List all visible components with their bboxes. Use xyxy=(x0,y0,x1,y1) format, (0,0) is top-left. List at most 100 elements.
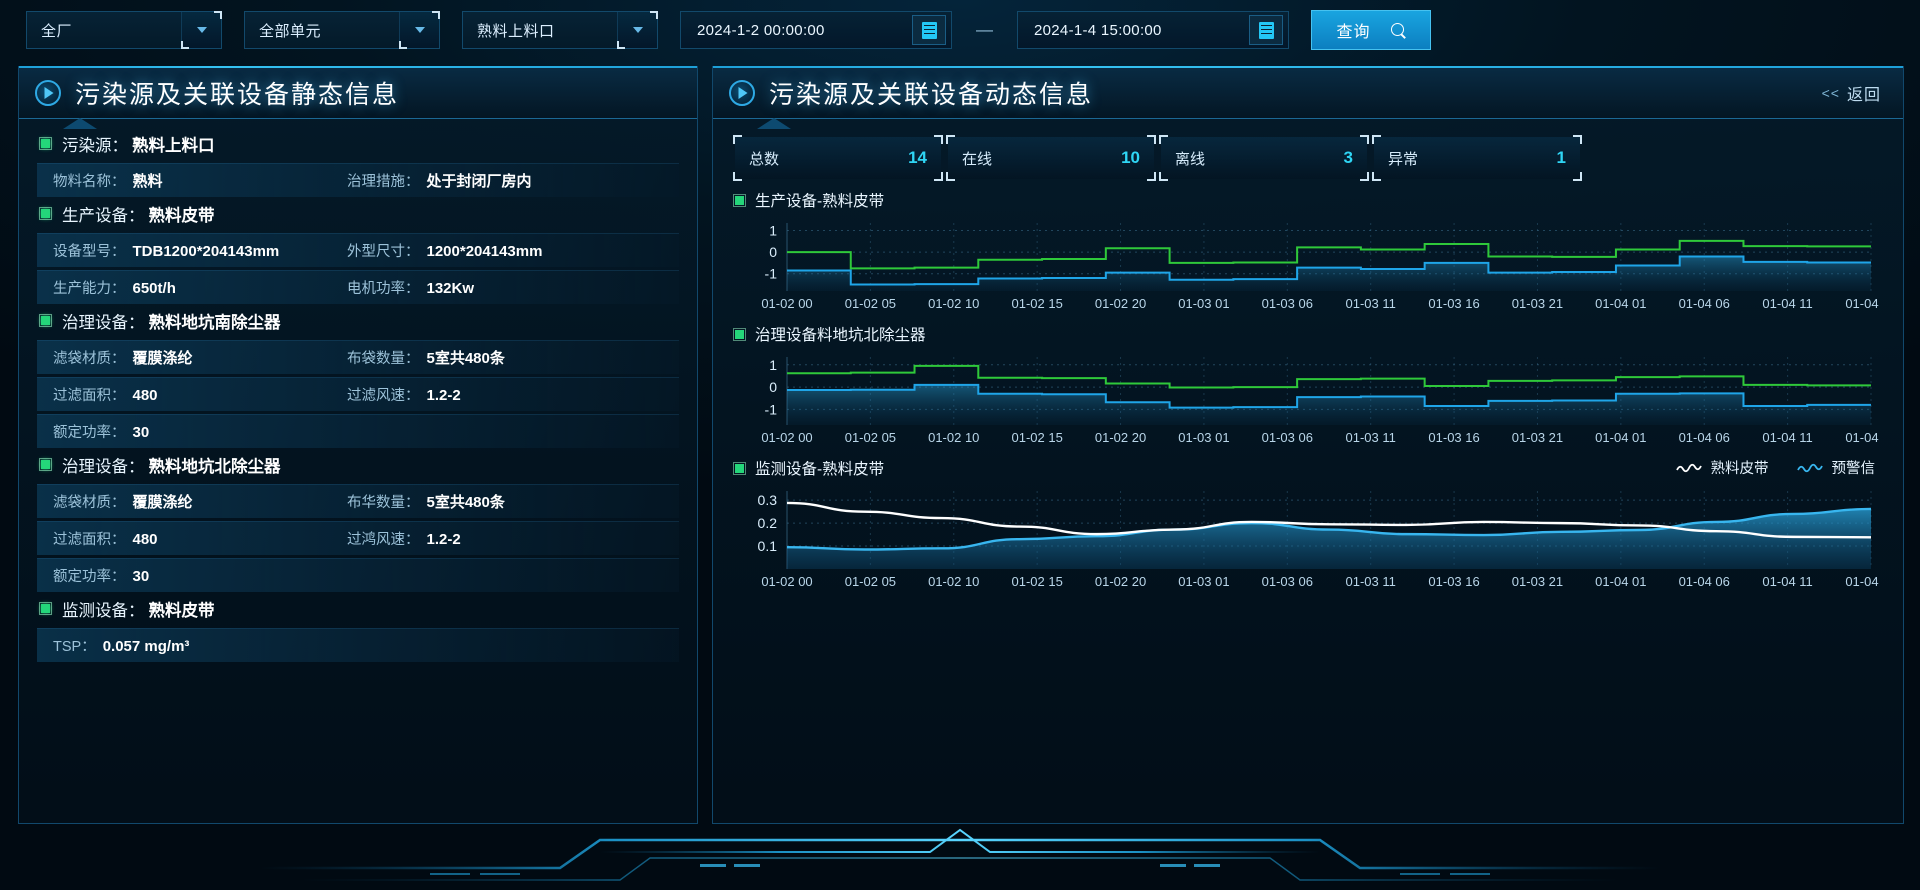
chart-legend: 熟料皮带 预警信 xyxy=(1675,457,1875,478)
green-square-icon xyxy=(733,327,746,341)
info-value: 1.2-2 xyxy=(426,387,461,404)
svg-text:01-03 21: 01-03 21 xyxy=(1512,574,1563,589)
header-chevron-decor xyxy=(63,118,97,129)
chart-title: 生产设备-熟料皮带 xyxy=(733,187,1881,213)
green-square-icon xyxy=(39,602,52,615)
svg-text:0.3: 0.3 xyxy=(758,492,778,508)
unit-select[interactable]: 全部单元 xyxy=(244,11,440,49)
info-value: 熟料 xyxy=(132,173,163,190)
svg-text:01-02 20: 01-02 20 xyxy=(1095,430,1146,445)
chart-canvas[interactable]: 0.3 0.2 0.1 01-02 00 01-02 05 01-02 10 01-02 1… xyxy=(735,481,1883,591)
source-select-value: 熟料上料口 xyxy=(477,22,555,40)
double-chevron-left-icon: << xyxy=(1821,84,1840,101)
status-card-label: 离线 xyxy=(1175,150,1206,168)
green-square-icon xyxy=(39,314,52,327)
static-group-name: 熟料皮带 xyxy=(148,601,215,620)
info-key: 设备型号： xyxy=(53,244,126,260)
svg-text:01-04 06: 01-04 06 xyxy=(1679,296,1730,311)
legend-item[interactable]: 预警信 xyxy=(1796,457,1875,478)
svg-text:0.1: 0.1 xyxy=(758,538,778,554)
chart-title-label: 监测设备-熟料皮带 xyxy=(755,461,885,478)
legend-item[interactable]: 熟料皮带 xyxy=(1675,457,1769,478)
info-row: 生产能力： 650t/h 电机功率： 132Kw xyxy=(37,270,679,304)
svg-text:01-02 15: 01-02 15 xyxy=(1011,296,1062,311)
static-group-label: 污染源： xyxy=(62,136,128,155)
status-card-label: 在线 xyxy=(962,150,993,168)
svg-text:01-04 01: 01-04 01 xyxy=(1595,430,1646,445)
info-value: TDB1200*204143mm xyxy=(132,243,280,260)
chart-title: 监测设备-熟料皮带 xyxy=(733,455,1881,481)
plant-select[interactable]: 全厂 xyxy=(26,11,222,49)
legend-label: 熟料皮带 xyxy=(1710,461,1769,477)
source-select[interactable]: 熟料上料口 xyxy=(462,11,658,49)
status-card-value: 10 xyxy=(1121,148,1140,167)
info-cell: 滤袋材质： 覆膜涤纶 xyxy=(37,491,347,512)
svg-text:-1: -1 xyxy=(765,401,778,417)
svg-text:01-03 06: 01-03 06 xyxy=(1262,574,1313,589)
info-row: 滤袋材质： 覆膜涤纶 布华数量： 5室共480条 xyxy=(37,484,679,518)
svg-text:01-03 21: 01-03 21 xyxy=(1512,430,1563,445)
status-card-label: 总数 xyxy=(749,150,780,168)
svg-text:01-02 00: 01-02 00 xyxy=(761,574,812,589)
svg-text:01-04 01: 01-04 01 xyxy=(1595,296,1646,311)
chevron-down-icon[interactable] xyxy=(399,11,440,49)
status-card-value: 14 xyxy=(908,148,927,167)
svg-text:0: 0 xyxy=(769,244,777,260)
svg-text:01-02 00: 01-02 00 xyxy=(761,430,812,445)
info-value: 132Kw xyxy=(426,280,475,297)
info-value: 30 xyxy=(132,424,150,441)
back-button[interactable]: << 返回 xyxy=(1822,81,1881,105)
status-summary-cards: 总数 14 在线 10 离线 3 异常 1 xyxy=(713,119,1903,181)
svg-text:01-04 11: 01-04 11 xyxy=(1762,296,1812,311)
chart-canvas[interactable]: 1 0 -1 01-02 00 01-02 05 01-02 10 01-02 15 01-0… xyxy=(735,213,1883,313)
static-group-name: 熟料地坑北除尘器 xyxy=(148,457,281,476)
info-value: 处于封闭厂房内 xyxy=(426,173,532,190)
back-button-label: 返回 xyxy=(1846,86,1881,104)
info-cell: TSP： 0.057 mg/m³ xyxy=(37,635,347,656)
static-group-header: 治理设备： 熟料地坑南除尘器 xyxy=(19,304,697,337)
status-card[interactable]: 异常 1 xyxy=(1372,135,1582,181)
info-key: 额定功率： xyxy=(53,569,126,585)
status-card[interactable]: 离线 3 xyxy=(1159,135,1369,181)
calendar-icon[interactable] xyxy=(1249,15,1283,45)
end-date-input[interactable]: 2024-1-4 15:00:00 xyxy=(1017,11,1289,49)
start-date-input[interactable]: 2024-1-2 00:00:00 xyxy=(680,11,952,49)
green-square-icon xyxy=(733,193,746,207)
status-card[interactable]: 总数 14 xyxy=(733,135,943,181)
info-cell: 外型尺寸： 1200*204143mm xyxy=(347,240,679,261)
svg-text:01-03 01: 01-03 01 xyxy=(1178,296,1229,311)
green-square-icon xyxy=(39,458,52,471)
info-key: TSP： xyxy=(53,639,96,655)
info-value: 1.2-2 xyxy=(426,531,461,548)
date-range-separator: — xyxy=(976,20,993,39)
info-key: 滤袋材质： xyxy=(53,351,126,367)
status-card[interactable]: 在线 10 xyxy=(946,135,1156,181)
static-group-label: 监测设备： xyxy=(62,601,145,620)
info-value: 5室共480条 xyxy=(426,350,505,367)
status-card-value: 3 xyxy=(1343,148,1353,167)
info-key: 过滤风速： xyxy=(347,388,420,404)
svg-text:01-03 16: 01-03 16 xyxy=(1428,296,1479,311)
svg-text:01-02 20: 01-02 20 xyxy=(1095,296,1146,311)
info-key: 生产能力： xyxy=(53,281,126,297)
green-square-icon xyxy=(733,461,746,475)
svg-text:01-02 10: 01-02 10 xyxy=(928,574,979,589)
info-row: 过滤面积： 480 过鸿风速： 1.2-2 xyxy=(37,521,679,555)
svg-text:01-04 11: 01-04 11 xyxy=(1762,574,1812,589)
svg-text:01-02 00: 01-02 00 xyxy=(761,296,812,311)
info-cell: 设备型号： TDB1200*204143mm xyxy=(37,240,347,261)
svg-text:01-03 01: 01-03 01 xyxy=(1178,430,1229,445)
static-info-panel: 污染源及关联设备静态信息 污染源： 熟料上料口 物料名称： 熟料 治理措施： 处于封闭厂房… xyxy=(18,66,698,824)
chevron-down-icon[interactable] xyxy=(617,11,658,49)
calendar-icon[interactable] xyxy=(912,15,946,45)
svg-text:01-02 05: 01-02 05 xyxy=(845,296,896,311)
info-key: 治理措施： xyxy=(347,174,420,190)
svg-text:01-03 11: 01-03 11 xyxy=(1346,430,1396,445)
chevron-down-icon[interactable] xyxy=(181,11,222,49)
static-group-label: 治理设备： xyxy=(62,313,145,332)
chart-canvas[interactable]: 1 0 -1 01-02 00 01-02 05 01-02 10 01-02 15 01-0… xyxy=(735,347,1883,447)
chart-block: 监测设备-熟料皮带 熟料皮带 预警信 0.3 0.2 0.1 01-02 00 01-02 0… xyxy=(713,447,1903,591)
svg-text:0.2: 0.2 xyxy=(758,515,778,531)
query-button[interactable]: 查询 xyxy=(1311,10,1431,50)
info-row: 滤袋材质： 覆膜涤纶 布袋数量： 5室共480条 xyxy=(37,340,679,374)
